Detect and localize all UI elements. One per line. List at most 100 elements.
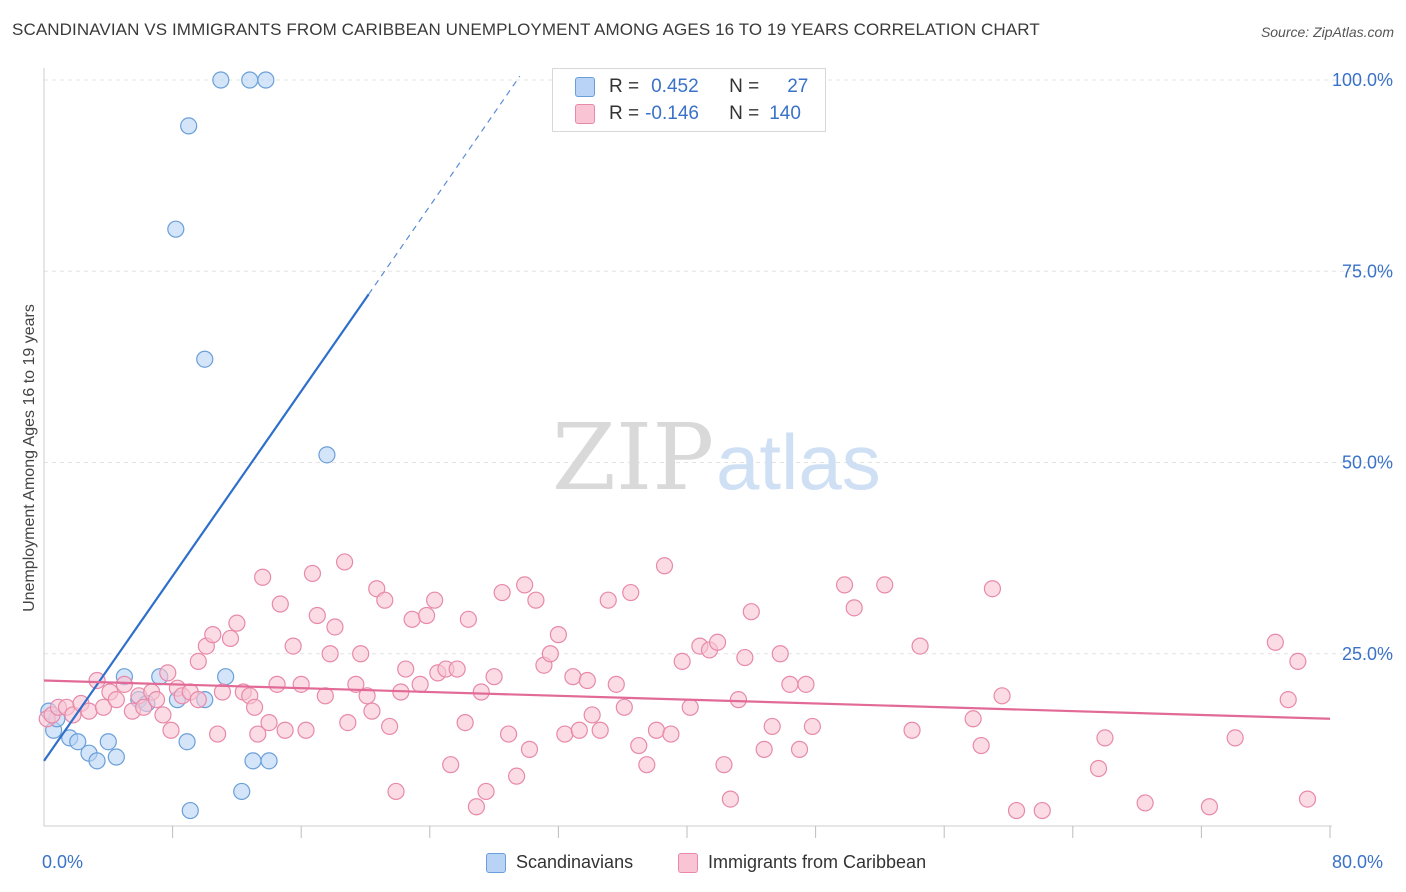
caribbean-point: [1298, 790, 1317, 808]
caribbean-point: [326, 618, 344, 636]
scandinavians-point: [88, 752, 106, 770]
caribbean-point: [903, 721, 921, 739]
caribbean-point: [729, 691, 748, 709]
chart-source: Source: ZipAtlas.com: [1260, 24, 1394, 40]
legend-item-caribbean[interactable]: Immigrants from Caribbean: [678, 852, 926, 873]
y-tick-label-75: 75.0%: [1342, 261, 1393, 281]
axes: [43, 68, 1332, 838]
caribbean-point: [467, 798, 486, 816]
caribbean-point: [972, 736, 990, 755]
caribbean-point: [673, 652, 691, 671]
caribbean-point: [1007, 801, 1026, 820]
r-value-caribbean: -0.146: [645, 103, 699, 124]
scandinavians-point: [180, 117, 198, 135]
caribbean-point: [662, 725, 680, 743]
caribbean-point: [781, 675, 799, 693]
legend-label-scandinavians: Scandinavians: [516, 852, 634, 872]
caribbean-point: [708, 633, 727, 651]
n-value-scandinavians: 27: [787, 76, 809, 97]
caribbean-point: [638, 756, 656, 774]
caribbean-point: [387, 782, 405, 801]
caribbean-point: [499, 725, 518, 743]
caribbean-point: [964, 710, 982, 728]
caribbean-point: [397, 660, 415, 678]
chart-title: SCANDINAVIAN VS IMMIGRANTS FROM CARIBBEA…: [12, 20, 1040, 39]
caribbean-point: [578, 671, 596, 690]
caribbean-point: [135, 698, 153, 716]
caribbean-point: [583, 706, 601, 724]
caribbean-point: [1096, 729, 1114, 747]
caribbean-point: [276, 721, 294, 739]
series-legend: Scandinavians Immigrants from Caribbean: [0, 852, 1406, 876]
caribbean-point: [983, 580, 1002, 598]
caribbean-point: [213, 683, 232, 701]
legend-item-scandinavians[interactable]: Scandinavians: [486, 852, 633, 873]
caribbean-point: [622, 583, 640, 602]
scandinavians-point: [178, 733, 196, 751]
caribbean-trend-line: [43, 679, 1331, 720]
caribbean-point: [472, 683, 490, 701]
scandinavians-point: [69, 733, 87, 751]
r-label: R =: [609, 103, 640, 124]
caribbean-point: [1289, 652, 1307, 671]
scandinavians-point: [244, 752, 262, 770]
caribbean-swatch: [678, 852, 698, 873]
caribbean-point: [115, 675, 133, 693]
caribbean-point: [268, 675, 286, 693]
scandinavians-point: [167, 220, 185, 238]
caribbean-point: [88, 671, 106, 690]
caribbean-point: [681, 698, 699, 716]
caribbean-point: [336, 553, 354, 571]
r-value-scandinavians: 0.452: [651, 76, 699, 97]
caribbean-point: [417, 606, 436, 625]
caribbean-point: [363, 702, 381, 720]
scandinavians-swatch: [575, 77, 595, 97]
caribbean-point: [527, 591, 545, 609]
caribbean-point: [204, 626, 222, 644]
caribbean-point: [1226, 729, 1244, 747]
caribbean-point: [271, 595, 289, 613]
caribbean-point: [228, 614, 246, 632]
trend-lines: [43, 75, 1331, 762]
caribbean-point: [459, 610, 477, 628]
caribbean-point: [456, 713, 474, 732]
caribbean-point: [292, 675, 310, 693]
caribbean-point: [249, 725, 267, 743]
y-tick-label-25: 25.0%: [1342, 644, 1393, 664]
caribbean-point: [448, 660, 466, 678]
caribbean-point: [911, 637, 929, 655]
scandinavians-point: [212, 71, 230, 89]
stats-legend: R = 0.452 N = 27 R = -0.146 N = 140: [552, 68, 826, 132]
y-tick-labels: 25.0% 50.0% 75.0% 100.0%: [1332, 70, 1393, 664]
caribbean-point: [790, 740, 809, 758]
caribbean-point: [303, 564, 322, 583]
caribbean-point: [107, 691, 125, 709]
caribbean-point: [615, 698, 633, 716]
caribbean-point: [771, 645, 789, 663]
caribbean-point: [797, 675, 815, 693]
caribbean-point: [876, 576, 894, 594]
caribbean-point: [1200, 798, 1219, 816]
scandinavians-point: [260, 752, 278, 770]
caribbean-point: [493, 583, 511, 602]
data-points: [38, 71, 1317, 820]
caribbean-point: [376, 591, 394, 609]
caribbean-point: [630, 736, 648, 755]
caribbean-point: [715, 756, 733, 774]
caribbean-point: [347, 675, 365, 693]
caribbean-point: [570, 721, 588, 739]
caribbean-point: [260, 713, 278, 732]
caribbean-point: [1136, 794, 1154, 812]
caribbean-point: [321, 645, 339, 663]
watermark-atlas: atlas: [716, 418, 881, 506]
scandinavians-point: [241, 71, 259, 89]
caribbean-point: [221, 629, 240, 648]
caribbean-point: [508, 767, 526, 785]
scandinavians-point: [233, 782, 251, 801]
caribbean-point: [162, 721, 180, 739]
r-label: R =: [609, 76, 640, 97]
scandinavians-swatch: [486, 852, 506, 873]
caribbean-point: [254, 568, 272, 586]
caribbean-point: [284, 637, 302, 655]
x-tick-min: 0.0%: [42, 852, 84, 872]
